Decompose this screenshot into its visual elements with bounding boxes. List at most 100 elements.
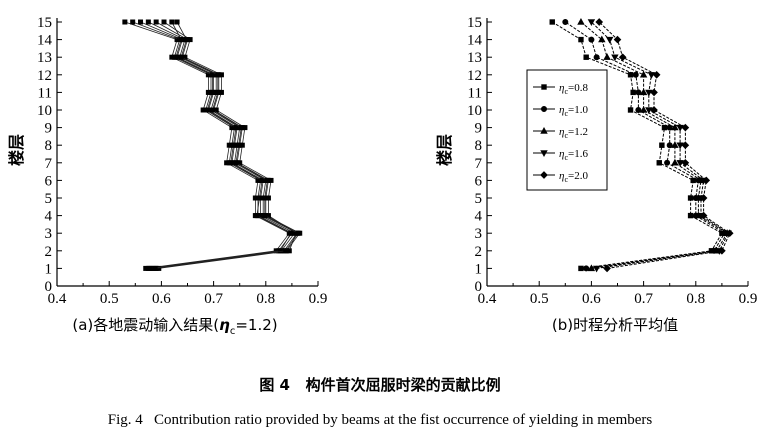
panel-b-series-point <box>687 195 694 201</box>
panel-b-series-2 <box>577 17 731 272</box>
panel-b-y-tick-label: 6 <box>475 173 483 189</box>
panel-a-y-tick-label: 1 <box>45 261 53 277</box>
panel-b-legend-marker <box>540 106 547 113</box>
panel-b-series-point <box>650 106 658 114</box>
panel-a-series-point <box>228 160 234 166</box>
panel-b-series-point <box>671 158 679 166</box>
panel-a-series-line <box>132 21 293 269</box>
panel-a-series-point <box>145 19 151 25</box>
panel-b-series-point <box>595 18 604 26</box>
panel-a-y-tick-label: 7 <box>45 156 53 172</box>
panel-b-legend-box <box>526 69 608 191</box>
panel-b-legend-label: ηc=2.0 <box>559 170 588 184</box>
panel-b-series-point <box>639 105 648 113</box>
panel-b-caption: (b)时程分析平均值 <box>552 316 678 334</box>
panel-b-y-tick-label: 11 <box>468 85 482 101</box>
panel-b-series-point <box>725 229 734 238</box>
panel-b-series-point <box>659 142 665 148</box>
panel-a-series-line <box>140 21 296 269</box>
panel-a-x-tick-label: 0.9 <box>309 291 328 307</box>
panel-b-series-point <box>666 124 673 131</box>
panel-a-series-1 <box>130 19 295 271</box>
panel-b-series-point <box>613 35 622 44</box>
panel-a-y-tick-label: 9 <box>45 121 53 137</box>
figure-title-cn: 图 4 构件首次屈服时梁的贡献比例 <box>259 376 500 394</box>
panel-b-series-point <box>635 89 642 96</box>
panel-a-series-point <box>178 54 184 60</box>
panel-a-ylabel: 楼层 <box>7 134 26 166</box>
figure-title-en: Fig. 4 Contribution ratio provided by be… <box>108 412 653 428</box>
panel-b-series-point <box>645 107 653 115</box>
panel-b-series-point <box>639 88 648 96</box>
panel-a-y-tick-label: 5 <box>45 191 53 207</box>
panel-b-series-point <box>664 159 671 166</box>
panel-b-y-tick-label: 14 <box>467 33 483 49</box>
panel-b-y-tick-label: 3 <box>475 226 483 242</box>
panel-b-series-point <box>618 53 627 62</box>
panel-b-series-point <box>583 265 590 272</box>
panel-b-legend-item: ηc=2.0 <box>533 170 588 184</box>
panel-a-y-tick-label: 8 <box>45 138 53 154</box>
panel-b-series-point <box>656 160 662 166</box>
panel-b-legend-marker <box>541 84 547 90</box>
panel-b-legend-label: ηc=1.0 <box>559 104 588 118</box>
panel-b-series-4 <box>595 18 734 273</box>
panel-a-caption-suffix: =1.2) <box>235 316 277 334</box>
panel-a-x-tick-label: 0.8 <box>256 291 275 307</box>
panel-b-y-tick-label: 5 <box>475 191 483 207</box>
panel-b-series-point <box>549 19 555 25</box>
panel-a-series-point <box>288 230 294 236</box>
panel-b-series-point <box>647 72 656 79</box>
panel-a-series-point <box>173 54 179 60</box>
panel-a-y-tick-label: 10 <box>37 103 52 119</box>
panel-b-series-point <box>718 246 726 255</box>
panel-b-legend-item: ηc=1.2 <box>533 126 588 140</box>
panel-a-x-tick-label: 0.6 <box>152 291 171 307</box>
panel-a-series-6 <box>147 19 294 271</box>
panel-b-series-point <box>627 107 634 113</box>
panel-a-caption-prefix: (a)各地震动输入结果( <box>72 316 219 334</box>
panel-b-x-tick-label: 0.5 <box>530 291 549 307</box>
panel-b-series-point <box>699 211 708 220</box>
panel-a-y-tick-label: 15 <box>37 15 52 31</box>
panel-b-y-tick-label: 15 <box>467 15 482 31</box>
panel-b-series-point <box>650 88 658 97</box>
panel-b-y-tick-label: 1 <box>475 261 483 277</box>
panel-b-series-point <box>592 265 601 273</box>
panel-b-chart: 楼层 0.4 0.5 0.6 0.7 0.8 0.90123456789101112131… <box>435 15 757 334</box>
panel-b-y-tick-label: 0 <box>475 279 483 295</box>
panel-a-series-point <box>295 230 301 236</box>
panel-b-y-tick-label: 9 <box>475 121 483 137</box>
panel-b-series-point <box>593 54 600 61</box>
panel-a-series-point <box>238 125 244 131</box>
panel-b-series-point <box>603 53 611 60</box>
panel-b-series-point <box>639 70 648 78</box>
panel-b-series-point <box>652 70 661 79</box>
panel-a-series-point <box>161 19 167 25</box>
panel-a-y-tick-label: 6 <box>45 173 53 189</box>
panel-b-legend-label: ηc=0.8 <box>559 82 588 96</box>
panel-a-series-point <box>183 37 189 43</box>
panel-b-x-tick-label: 0.6 <box>582 291 601 307</box>
panel-a-caption-sub: c <box>230 326 236 337</box>
panel-a-series-point <box>283 248 289 254</box>
panel-b-series-point <box>666 142 673 149</box>
panel-a-series-point <box>210 107 216 113</box>
panel-a-series-line <box>124 21 290 269</box>
panel-b-y-tick-label: 4 <box>475 209 483 225</box>
panel-b-legend-label: ηc=1.6 <box>559 148 588 162</box>
panel-a-series-point <box>138 19 144 25</box>
panel-b-series-line <box>598 21 731 269</box>
panel-b-y-tick-label: 12 <box>467 68 482 84</box>
panel-b-y-tick-label: 13 <box>467 50 482 66</box>
panel-a-series-point <box>178 37 184 43</box>
panel-a-caption-eta: η <box>219 316 230 334</box>
panel-a-series-3 <box>145 19 300 271</box>
panel-b-legend-marker <box>540 171 548 179</box>
panel-a-series-point <box>215 72 221 78</box>
panel-a-series-point <box>130 19 136 25</box>
panel-a-series-point <box>277 248 283 254</box>
panel-b-legend-item: ηc=1.6 <box>533 148 588 162</box>
